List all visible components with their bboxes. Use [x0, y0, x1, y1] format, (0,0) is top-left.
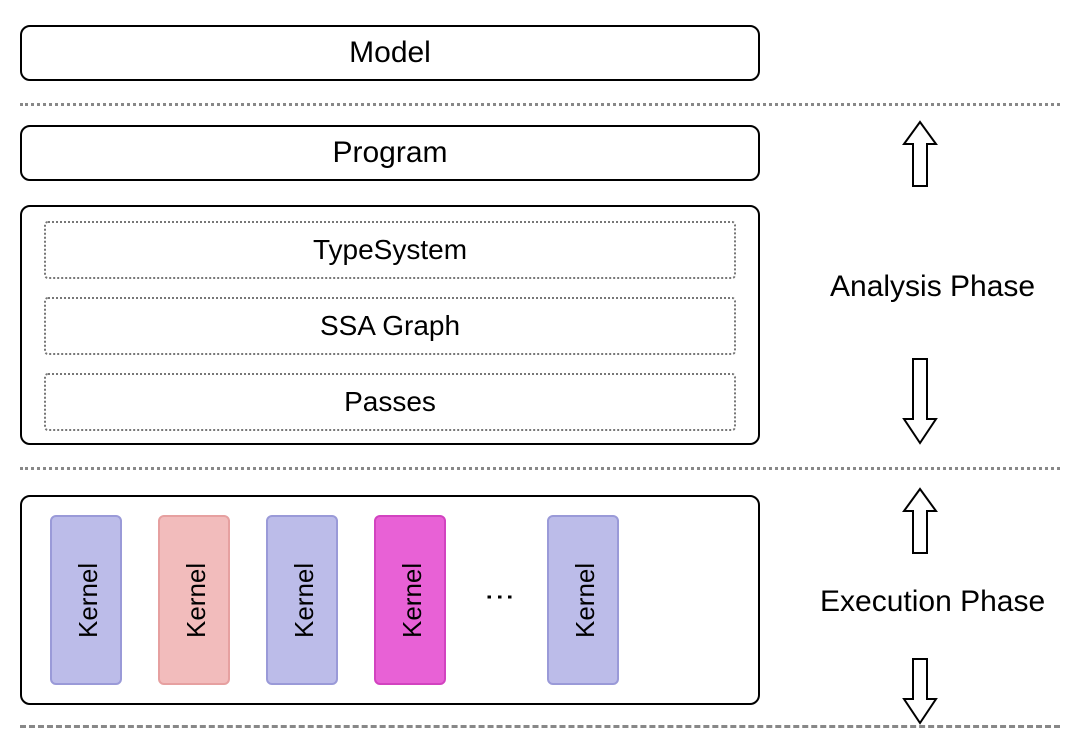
passes-label: Passes [344, 386, 436, 417]
kernel-label: Kernel [73, 562, 103, 637]
ssa-graph-box: SSA Graph [44, 297, 736, 355]
arrow-down-icon [900, 655, 940, 725]
program-box: Program [20, 125, 760, 181]
execution-phase-label: Execution Phase [820, 585, 1045, 619]
divider-bottom [20, 725, 1060, 728]
typesystem-box: TypeSystem [44, 221, 736, 279]
ellipsis-icon: ⋮ [482, 582, 517, 618]
divider-top [20, 103, 1060, 106]
kernel-box: Kernel [158, 515, 230, 685]
execution-container: Kernel Kernel Kernel Kernel ⋮ Kernel [20, 495, 760, 705]
typesystem-label: TypeSystem [313, 234, 467, 265]
divider-middle [20, 467, 1060, 470]
arrow-up-icon [900, 120, 940, 190]
kernel-label: Kernel [289, 562, 319, 637]
kernel-box: Kernel [374, 515, 446, 685]
kernel-box: Kernel [547, 515, 619, 685]
analysis-phase-label: Analysis Phase [830, 270, 1035, 304]
arrow-up-icon [900, 487, 940, 557]
model-box: Model [20, 25, 760, 81]
ssa-graph-label: SSA Graph [320, 310, 460, 341]
model-label: Model [349, 36, 431, 69]
arrow-down-icon [900, 355, 940, 445]
passes-box: Passes [44, 373, 736, 431]
kernel-box: Kernel [266, 515, 338, 685]
kernel-label: Kernel [570, 562, 600, 637]
program-label: Program [332, 136, 447, 169]
analysis-container: TypeSystem SSA Graph Passes [20, 205, 760, 445]
kernel-box: Kernel [50, 515, 122, 685]
kernel-label: Kernel [397, 562, 427, 637]
kernel-label: Kernel [181, 562, 211, 637]
